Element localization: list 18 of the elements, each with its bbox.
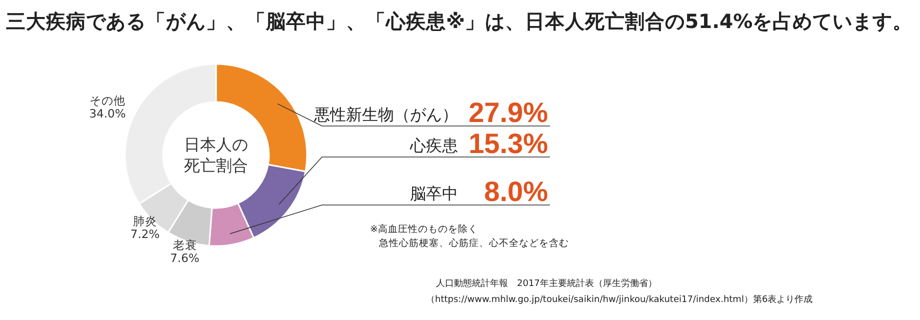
data-label: 8.0% xyxy=(484,176,548,207)
text: 人口動態統計年報 2017年主要統計表（厚生労働省） xyxy=(436,278,657,289)
slice-label: 肺炎 xyxy=(133,214,158,228)
data-label: 7.2% xyxy=(130,226,160,241)
text: 急性心筋梗塞、心筋症、心不全などを含む xyxy=(378,237,569,249)
slice-label: 悪性新生物（がん） xyxy=(313,105,458,124)
data-label: 7.6% xyxy=(170,251,200,266)
chart-title: 三大疾病である「がん」、「脳卒中」、「心疾患※」は、日本人死亡割合の51.4%を占めています。 xyxy=(6,10,913,33)
text: （https://www.mhlw.go.jp/toukei/saikin/hw/jinkou/kakutei17/index.html）第6表より作成 xyxy=(426,294,813,305)
data-label: 27.9% xyxy=(468,97,548,128)
slice-label: 老衰 xyxy=(172,238,197,252)
slice-label: 脳卒中 xyxy=(410,184,458,203)
slice-label: 心疾患 xyxy=(409,136,458,155)
text: 日本人の死亡割合 xyxy=(184,135,248,175)
slice-label: その他 xyxy=(89,93,126,108)
data-label: 34.0% xyxy=(89,106,126,120)
data-label: 15.3% xyxy=(468,128,548,159)
text: ※高血圧性のものを除く xyxy=(370,223,478,235)
